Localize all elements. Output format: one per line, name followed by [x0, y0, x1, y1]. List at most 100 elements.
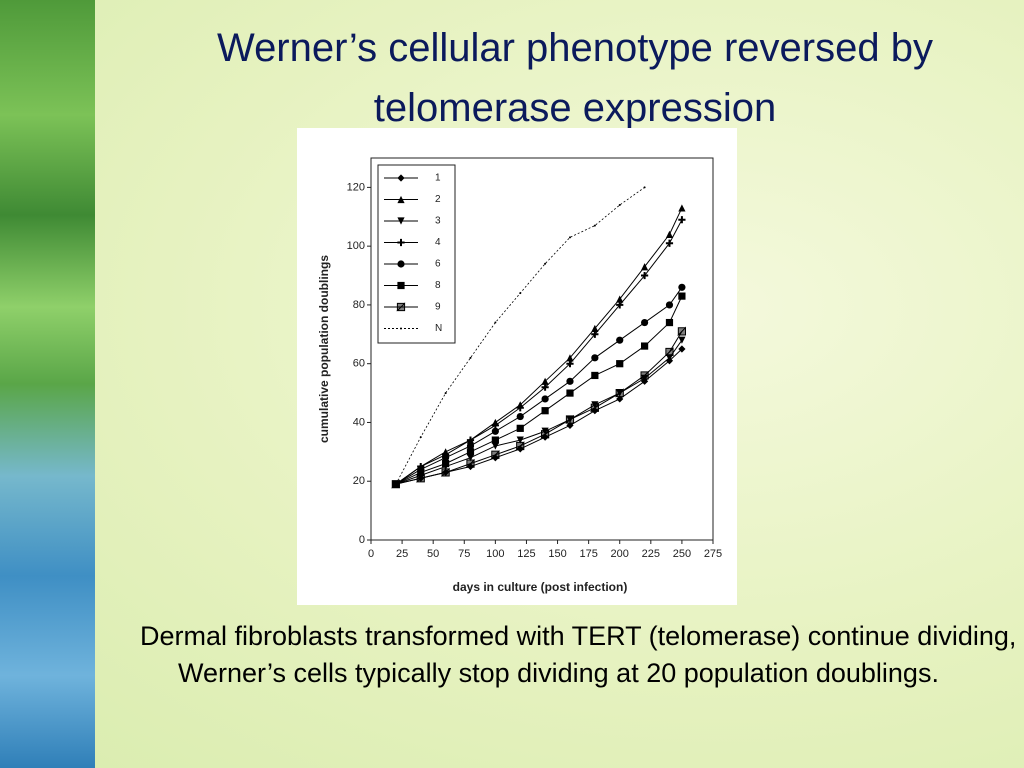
marker [444, 392, 447, 395]
marker [665, 230, 674, 238]
marker [397, 174, 405, 182]
marker [494, 321, 497, 324]
marker [614, 388, 624, 398]
series-line [395, 348, 683, 485]
marker [394, 483, 397, 486]
marker [616, 360, 624, 368]
x-tick-label: 175 [579, 548, 597, 560]
x-tick-label: 150 [548, 548, 566, 560]
marker [442, 454, 450, 462]
marker [442, 460, 450, 468]
y-tick-label: 120 [347, 181, 365, 193]
marker [400, 327, 402, 330]
legend-label: 6 [435, 259, 441, 270]
marker [541, 383, 549, 391]
legend-label: 2 [435, 194, 441, 205]
marker [591, 371, 599, 380]
x-tick-label: 275 [704, 548, 722, 560]
marker [641, 342, 649, 350]
marker [665, 239, 674, 247]
y-tick-label: 100 [347, 240, 365, 252]
marker [616, 395, 624, 403]
marker [396, 302, 406, 312]
marker [491, 442, 499, 450]
marker [491, 427, 499, 435]
x-tick-label: 0 [368, 548, 374, 560]
marker [466, 454, 475, 462]
marker [516, 424, 524, 432]
marker [417, 468, 425, 477]
marker [541, 407, 549, 415]
marker [566, 354, 574, 362]
marker [540, 429, 550, 439]
marker [419, 436, 422, 439]
legend-label: N [435, 323, 442, 334]
marker [415, 473, 425, 483]
x-tick-label: 125 [517, 548, 535, 560]
marker [397, 195, 405, 204]
marker [591, 324, 599, 333]
marker [616, 336, 624, 344]
marker [665, 301, 674, 309]
decor-strip [0, 0, 95, 768]
x-tick-label: 200 [611, 548, 629, 560]
marker [568, 236, 571, 239]
marker [618, 204, 621, 207]
marker [678, 336, 686, 344]
marker [519, 292, 522, 295]
legend-label: 1 [435, 173, 441, 184]
x-axis-label: days in culture (post infection) [453, 580, 628, 594]
legend-label: 8 [435, 280, 441, 291]
marker [641, 271, 649, 280]
marker [678, 216, 686, 224]
marker [643, 186, 646, 189]
marker [616, 301, 624, 309]
slide-title: Werner’s cellular phenotype reversed by … [217, 26, 933, 130]
marker [616, 295, 624, 303]
legend-label: 3 [435, 216, 441, 227]
x-tick-label: 25 [396, 548, 408, 560]
marker [677, 326, 687, 336]
y-tick-label: 40 [353, 416, 365, 428]
y-tick-label: 0 [359, 534, 365, 546]
plot-frame [370, 157, 714, 541]
x-tick-label: 250 [673, 548, 691, 560]
figure: days in culture (post infection) cumulat… [297, 128, 737, 605]
marker [678, 283, 686, 291]
chart: days in culture (post infection) cumulat… [317, 157, 722, 594]
marker [466, 442, 475, 450]
y-tick-label: 80 [353, 299, 365, 311]
marker [466, 448, 475, 456]
marker [440, 467, 450, 477]
marker [465, 458, 475, 468]
marker [516, 404, 524, 412]
marker [469, 356, 472, 359]
marker [591, 330, 599, 338]
marker [490, 449, 500, 459]
marker [641, 263, 649, 271]
marker [593, 224, 596, 227]
marker [566, 377, 574, 385]
marker [566, 360, 574, 368]
marker [590, 402, 599, 412]
y-tick-label: 60 [353, 358, 365, 370]
marker [566, 389, 574, 397]
legend-label: 9 [435, 302, 441, 313]
marker [678, 204, 686, 212]
marker [491, 436, 499, 444]
marker [516, 412, 524, 421]
marker [664, 347, 674, 357]
marker [516, 436, 524, 444]
marker [397, 260, 405, 268]
marker [565, 414, 575, 424]
x-tick-label: 75 [458, 548, 470, 560]
legend-box [377, 164, 456, 344]
body-text: Dermal fibroblasts transformed with TERT… [140, 621, 1017, 688]
legend-label: 4 [435, 237, 441, 248]
marker [397, 238, 405, 247]
marker [541, 377, 549, 385]
marker [678, 345, 686, 353]
x-tick-label: 100 [486, 548, 504, 560]
marker [397, 281, 405, 290]
